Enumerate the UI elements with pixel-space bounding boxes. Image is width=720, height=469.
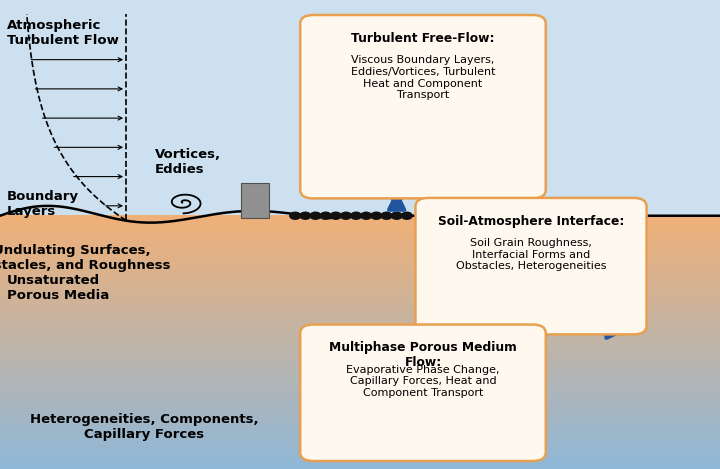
Text: Unsaturated
Porous Media: Unsaturated Porous Media [7, 274, 109, 303]
Bar [0, 0, 720, 216]
Text: Evaporative Phase Change,
Capillary Forces, Heat and
Component Transport: Evaporative Phase Change, Capillary Forc… [346, 365, 500, 398]
Text: Multiphase Porous Medium
Flow:: Multiphase Porous Medium Flow: [329, 341, 517, 370]
FancyBboxPatch shape [300, 325, 546, 461]
FancyBboxPatch shape [415, 198, 647, 334]
Bar [241, 183, 269, 218]
Text: Undulating Surfaces,
Obstacles, and Roughness: Undulating Surfaces, Obstacles, and Roug… [0, 244, 171, 272]
Text: Soil Grain Roughness,
Interfacial Forms and
Obstacles, Heterogeneities: Soil Grain Roughness, Interfacial Forms … [456, 238, 606, 272]
Circle shape [361, 212, 372, 219]
Text: Turbulent Free-Flow:: Turbulent Free-Flow: [351, 32, 495, 45]
Circle shape [371, 212, 382, 219]
Circle shape [289, 212, 301, 219]
Circle shape [330, 212, 341, 219]
Circle shape [310, 212, 321, 219]
Circle shape [391, 212, 402, 219]
Circle shape [320, 212, 331, 219]
Circle shape [351, 212, 361, 219]
Text: Vortices,
Eddies: Vortices, Eddies [155, 148, 221, 176]
Text: Viscous Boundary Layers,
Eddies/Vortices, Turbulent
Heat and Component
Transport: Viscous Boundary Layers, Eddies/Vortices… [351, 55, 495, 100]
Circle shape [381, 212, 392, 219]
Text: Heterogeneities, Components,
Capillary Forces: Heterogeneities, Components, Capillary F… [30, 413, 258, 441]
Text: Atmospheric
Turbulent Flow: Atmospheric Turbulent Flow [7, 19, 119, 47]
Text: Soil-Atmosphere Interface:: Soil-Atmosphere Interface: [438, 215, 624, 228]
FancyBboxPatch shape [300, 15, 546, 198]
Text: Boundary
Layers: Boundary Layers [7, 190, 79, 218]
Circle shape [402, 212, 412, 219]
Circle shape [300, 212, 311, 219]
Circle shape [341, 212, 351, 219]
